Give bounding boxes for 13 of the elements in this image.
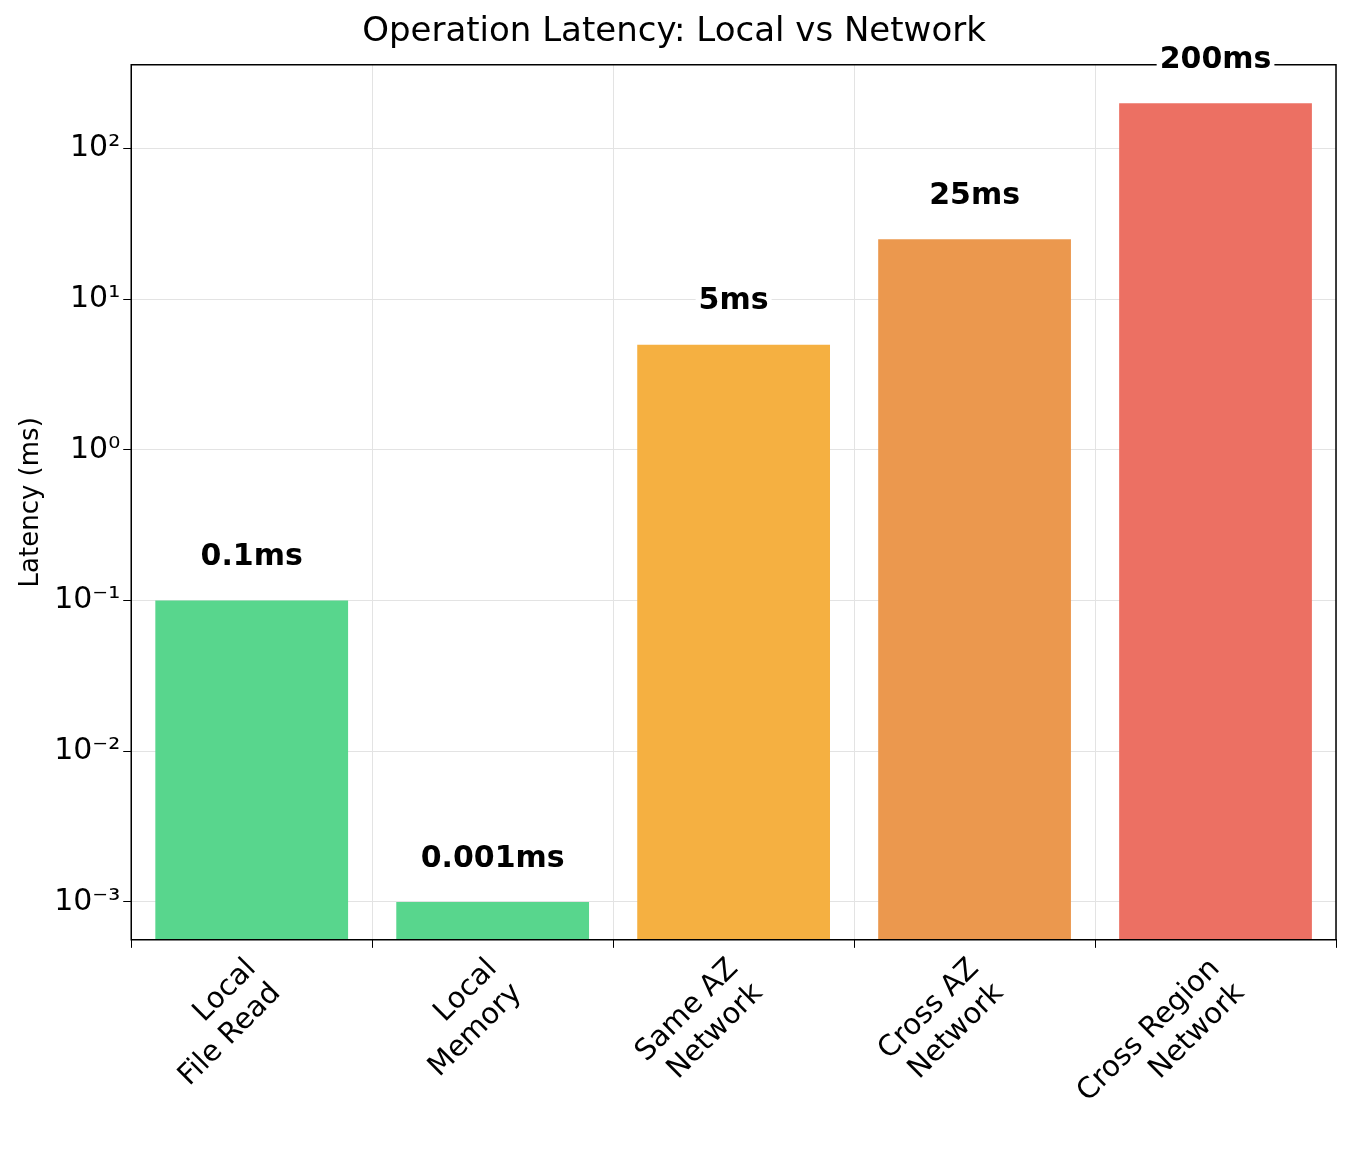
y-tick-label: 10⁻¹ [54, 580, 121, 616]
data-label: 0.001ms [420, 838, 565, 874]
y-axis-title: Latency (ms) [14, 417, 45, 588]
y-tick-label: 10² [70, 128, 121, 164]
data-label: 25ms [929, 176, 1021, 212]
y-tick-label: 10⁰ [70, 429, 121, 465]
chart-title: Operation Latency: Local vs Network [362, 9, 987, 50]
data-label: 5ms [698, 281, 769, 317]
y-tick-label: 10¹ [70, 279, 121, 315]
data-label: 200ms [1159, 40, 1272, 76]
y-tick-label: 10⁻³ [54, 881, 121, 917]
data-label: 0.1ms [200, 537, 303, 573]
y-tick-label: 10⁻² [54, 731, 121, 767]
